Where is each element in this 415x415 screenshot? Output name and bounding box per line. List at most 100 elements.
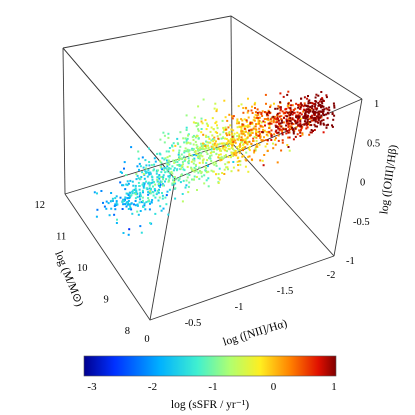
cube-bottom-front: [64, 193, 335, 321]
data-point: [285, 110, 288, 113]
data-point: [145, 170, 148, 173]
data-point: [148, 187, 151, 190]
data-point: [215, 145, 218, 148]
data-point: [119, 170, 122, 173]
data-point: [178, 149, 181, 152]
data-point: [266, 150, 269, 152]
data-point: [173, 182, 176, 185]
data-point: [253, 136, 256, 138]
data-point: [288, 131, 291, 134]
data-point: [300, 113, 303, 116]
data-point: [255, 134, 258, 137]
data-point: [237, 169, 240, 172]
data-point: [154, 212, 157, 215]
data-point: [159, 138, 162, 141]
data-point: [145, 187, 148, 190]
data-point: [225, 154, 227, 157]
data-point: [167, 180, 170, 183]
data-point: [304, 111, 307, 114]
data-point: [194, 150, 197, 153]
data-point: [205, 170, 208, 173]
data-point: [150, 201, 153, 204]
data-point: [314, 111, 317, 114]
z-axis-label: log ([OIII]/Hβ): [378, 144, 400, 215]
data-point: [218, 153, 220, 156]
data-point: [287, 136, 290, 139]
data-point: [242, 111, 245, 114]
data-point: [333, 104, 336, 107]
data-point: [207, 141, 210, 144]
data-point: [247, 97, 249, 100]
data-point: [197, 153, 200, 156]
data-point: [172, 169, 175, 172]
data-point: [217, 177, 220, 180]
data-point: [320, 91, 323, 93]
data-point: [235, 152, 238, 155]
data-point: [243, 127, 246, 130]
data-point: [252, 137, 255, 140]
data-point: [274, 143, 277, 146]
data-point: [307, 114, 309, 117]
data-point: [300, 127, 303, 130]
data-point: [236, 126, 239, 129]
data-point: [203, 174, 206, 177]
data-point: [302, 105, 305, 108]
data-point: [276, 117, 279, 120]
data-point: [280, 118, 283, 121]
data-point: [316, 107, 319, 110]
data-point: [178, 151, 180, 154]
data-point: [194, 163, 197, 166]
data-point: [242, 142, 245, 145]
data-point: [249, 123, 252, 125]
data-point: [137, 177, 140, 180]
data-point: [207, 135, 210, 138]
data-point: [188, 181, 191, 184]
data-point: [127, 208, 130, 210]
data-point: [130, 146, 133, 149]
data-point: [226, 142, 228, 145]
data-point: [321, 105, 324, 107]
data-point: [192, 154, 195, 156]
data-point: [299, 130, 302, 133]
x-tick-label: -2: [327, 270, 336, 281]
data-point: [250, 142, 253, 145]
data-point: [299, 117, 302, 120]
data-point: [181, 193, 184, 195]
data-point: [200, 171, 203, 174]
data-point: [248, 145, 251, 148]
data-point: [255, 136, 258, 139]
data-point: [187, 134, 189, 137]
data-point: [313, 105, 316, 108]
data-point: [231, 140, 233, 143]
data-point: [231, 138, 234, 141]
data-point: [311, 119, 313, 122]
data-point: [209, 151, 212, 154]
data-point: [228, 141, 231, 144]
data-point: [185, 138, 188, 141]
data-point: [220, 159, 223, 161]
data-point: [239, 141, 242, 144]
data-point: [154, 189, 157, 192]
data-point: [331, 112, 334, 115]
data-point: [327, 123, 329, 126]
data-point: [297, 114, 300, 117]
data-point: [312, 112, 315, 115]
data-point: [212, 128, 215, 131]
data-point: [211, 134, 214, 137]
data-point: [287, 113, 290, 116]
data-point: [257, 113, 260, 116]
colorbar: -3 -2 -1 0 1 log (sSFR / yr⁻¹): [83, 355, 337, 411]
data-point: [317, 104, 320, 107]
data-point: [248, 155, 251, 158]
data-point: [319, 120, 322, 123]
data-point: [192, 143, 195, 146]
data-point: [253, 103, 256, 106]
data-point: [231, 148, 234, 151]
data-point: [176, 161, 179, 163]
data-point: [196, 155, 199, 158]
data-point: [139, 193, 142, 196]
data-point: [200, 117, 203, 120]
data-point: [240, 126, 243, 129]
data-point: [256, 116, 258, 119]
data-point: [244, 146, 247, 149]
